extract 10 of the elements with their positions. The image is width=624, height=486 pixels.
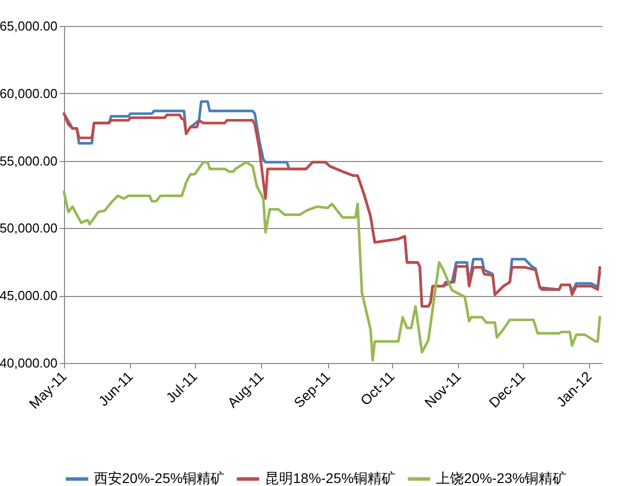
y-tick-label: 65,000.00 bbox=[0, 18, 58, 34]
line-series bbox=[62, 160, 602, 362]
y-tick-label: 60,000.00 bbox=[0, 86, 58, 101]
legend-label: 上饶20%-23%铜精矿 bbox=[436, 470, 567, 486]
y-tick-label: 45,000.00 bbox=[0, 288, 58, 304]
legend-label: 西安20%-25%铜精矿 bbox=[94, 470, 225, 486]
y-tick-label: 50,000.00 bbox=[0, 220, 58, 236]
y-tick-label: 55,000.00 bbox=[0, 153, 58, 168]
legend-label: 昆明18%-25%铜精矿 bbox=[265, 470, 396, 486]
y-tick-label: 40,000.00 bbox=[0, 356, 58, 370]
